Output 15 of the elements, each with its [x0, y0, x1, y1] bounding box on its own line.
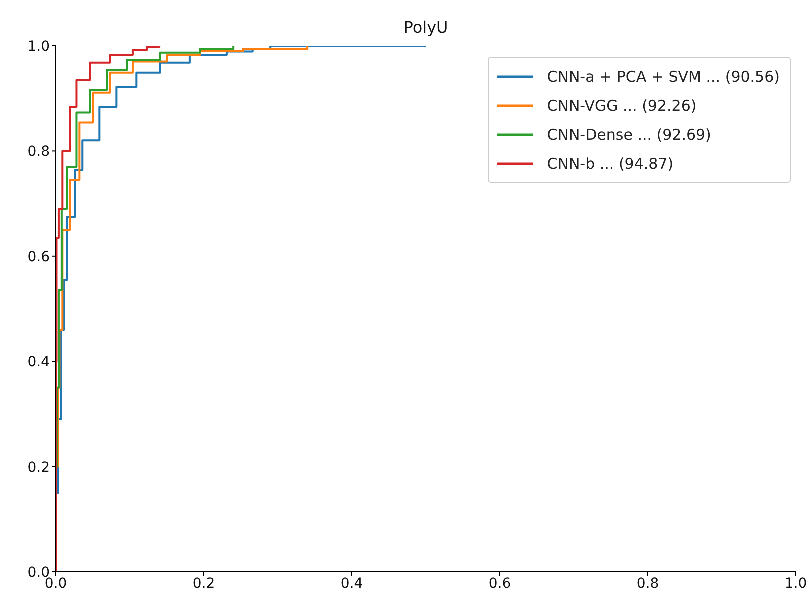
x-tick-label: 1.0 [784, 576, 808, 592]
chart-title: PolyU [402, 18, 450, 37]
y-tick-label: 0.4 [28, 354, 50, 371]
y-tick-label: 1.0 [28, 38, 50, 55]
x-tick-label: 0.4 [340, 576, 364, 592]
legend-label: CNN-a + PCA + SVM ... (90.56) [547, 68, 780, 86]
legend-label: CNN-Dense ... (92.69) [547, 126, 712, 144]
y-tick-label: 0.2 [28, 460, 50, 476]
legend-label: CNN-b ... (94.87) [547, 154, 674, 172]
y-tick-label: 0.8 [28, 144, 50, 160]
x-tick-label: 0.8 [636, 576, 660, 592]
x-tick-label: 0.2 [192, 576, 216, 592]
legend-label: CNN-VGG ... (92.26) [547, 96, 697, 114]
x-tick-label: 0.6 [488, 576, 512, 592]
y-tick-label: 0.6 [28, 249, 50, 266]
